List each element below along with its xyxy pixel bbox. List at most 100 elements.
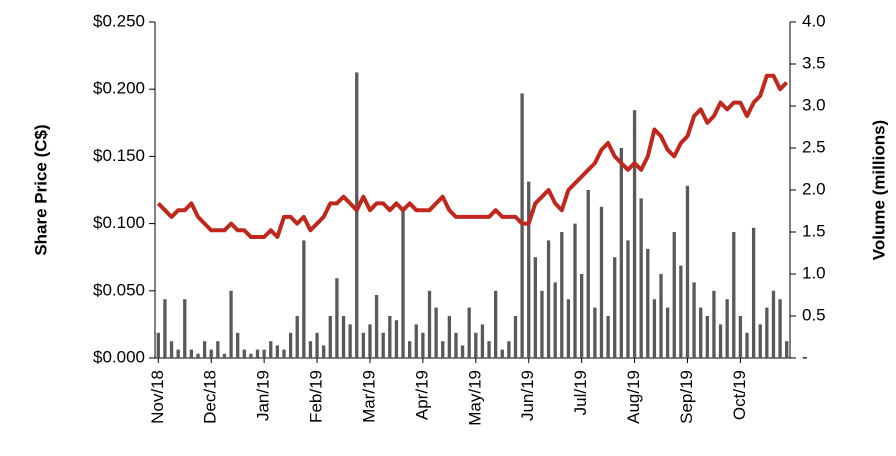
volume-bar	[434, 307, 438, 358]
volume-bar	[282, 349, 286, 358]
y2-tick-label: 3.0	[802, 95, 826, 114]
volume-bar	[315, 332, 319, 358]
volume-bar	[480, 324, 485, 358]
volume-bar	[487, 341, 491, 358]
y-tick-label: $0.250	[93, 11, 145, 30]
volume-bar	[189, 349, 194, 358]
volume-bar	[685, 185, 690, 358]
volume-bar	[500, 349, 504, 358]
volume-bar	[725, 299, 729, 358]
y2-tick-label: 2.5	[802, 137, 826, 156]
volume-bar	[288, 332, 293, 358]
volume-bar	[348, 324, 352, 358]
volume-bar	[785, 341, 789, 358]
volume-bar	[202, 341, 207, 358]
volume-bar	[599, 206, 604, 358]
volume-bar	[560, 232, 564, 358]
volume-bar	[163, 299, 167, 358]
y2-tick-label: -	[802, 347, 808, 366]
x-tick-label: Jul/19	[571, 370, 590, 415]
volume-bar	[381, 332, 385, 358]
volume-bar	[328, 316, 332, 358]
y2-tick-label: 0.5	[802, 305, 826, 324]
volume-bar	[732, 232, 736, 358]
volume-bar	[659, 274, 663, 358]
volume-bar	[295, 316, 299, 358]
volume-bar	[460, 345, 465, 358]
volume-bar	[679, 265, 683, 358]
volume-bar	[738, 316, 743, 358]
volume-bar	[652, 299, 657, 358]
volume-bar	[646, 248, 650, 358]
volume-bar	[520, 93, 524, 359]
volume-bar	[388, 316, 392, 358]
volume-bar	[573, 223, 577, 358]
volume-bar	[493, 290, 498, 358]
volume-bar	[355, 72, 359, 359]
volume-bar	[427, 290, 432, 358]
volume-bar	[586, 190, 590, 358]
volume-bar	[765, 307, 769, 358]
volume-bar	[778, 299, 782, 358]
volume-bar	[275, 345, 280, 358]
volume-bar	[368, 324, 372, 358]
volume-bar	[665, 307, 670, 358]
volume-bar	[699, 307, 703, 358]
volume-bar	[751, 227, 756, 358]
y2-tick-label: 3.5	[802, 53, 826, 72]
volume-bar	[632, 110, 637, 358]
volume-bar	[447, 316, 452, 358]
volume-bar	[454, 332, 458, 358]
volume-bar	[196, 353, 200, 358]
x-tick-label: Dec/18	[201, 370, 220, 424]
price-line	[156, 73, 789, 239]
volume-bar	[262, 349, 266, 358]
volume-bar	[209, 349, 213, 358]
volume-bar	[513, 316, 518, 358]
volume-bar	[236, 332, 240, 358]
y-tick-label: $0.150	[93, 146, 145, 165]
x-tick-label: Aug/19	[624, 370, 643, 424]
volume-bar	[269, 341, 273, 358]
volume-bar	[249, 353, 253, 358]
volume-bar	[401, 206, 405, 358]
volume-bar	[626, 240, 630, 358]
volume-bar	[745, 332, 749, 358]
volume-bar	[566, 299, 571, 358]
volume-bar	[540, 290, 544, 358]
volume-bar	[533, 257, 537, 358]
volume-bar	[183, 299, 187, 358]
volume-bar	[507, 341, 511, 358]
volume-bar	[341, 316, 346, 358]
x-tick-label: Oct/19	[730, 370, 749, 420]
volume-bar	[414, 324, 418, 358]
volume-bar	[467, 307, 471, 358]
x-tick-label: Feb/19	[307, 370, 326, 423]
x-tick-label: Mar/19	[359, 370, 378, 423]
volume-bar	[222, 353, 227, 358]
y2-axis-title: Volume (millions)	[869, 120, 888, 260]
y-tick-label: $0.000	[93, 347, 145, 366]
volume-bar	[176, 349, 180, 358]
y2-tick-label: 2.0	[802, 179, 826, 198]
volume-bar	[255, 349, 260, 358]
volume-bar	[335, 278, 339, 358]
volume-bar	[216, 341, 220, 358]
volume-bar	[527, 181, 531, 358]
volume-bar	[705, 316, 709, 358]
volume-bar	[408, 341, 412, 358]
volume-bar	[169, 341, 174, 358]
volume-bar	[712, 290, 716, 358]
volume-bar	[361, 332, 366, 358]
volume-bar	[692, 282, 696, 358]
y2-tick-label: 1.0	[802, 263, 826, 282]
y2-tick-label: 4.0	[802, 11, 826, 30]
volume-bar	[242, 349, 246, 358]
volume-bar	[421, 332, 425, 358]
x-tick-label: May/19	[465, 370, 484, 426]
volume-bar	[374, 295, 379, 358]
y2-tick-label: 1.5	[802, 221, 826, 240]
volume-bar	[322, 345, 326, 358]
volume-bar	[613, 257, 617, 358]
y-axis-title: Share Price (C$)	[31, 124, 50, 255]
